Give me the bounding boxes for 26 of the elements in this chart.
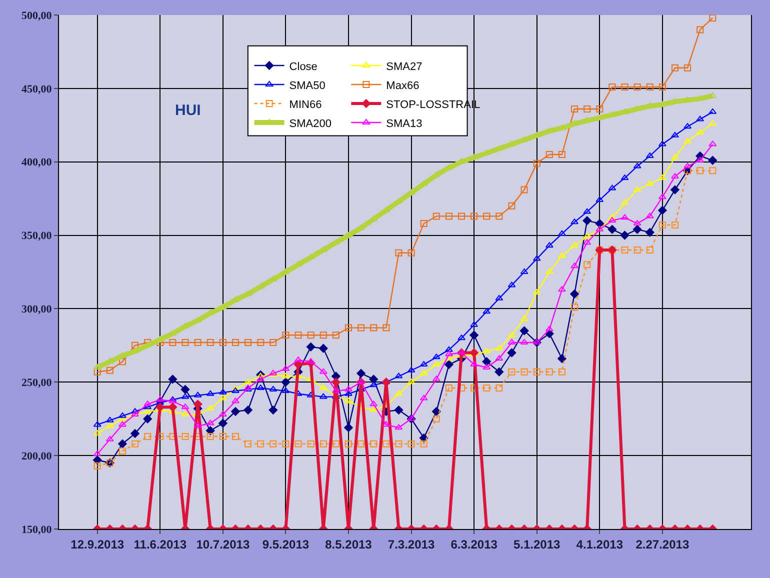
legend-label: Close xyxy=(289,60,318,73)
x-tick-label: 4.1.2013 xyxy=(576,537,624,552)
x-tick-label: 12.9.2013 xyxy=(70,537,124,552)
legend-label: SMA50 xyxy=(289,80,326,92)
x-tick-label: 11.6.2013 xyxy=(134,537,187,552)
legend-label: SMA13 xyxy=(386,118,422,130)
y-tick-label: 500,00 xyxy=(22,10,52,22)
annotation: HUI xyxy=(175,102,201,119)
y-tick-label: 300,00 xyxy=(22,304,52,316)
legend-label: Max66 xyxy=(386,80,420,92)
legend-label: SMA200 xyxy=(289,118,332,130)
y-tick-label: 150,00 xyxy=(22,524,52,536)
x-tick-label: 9.5.2013 xyxy=(262,537,310,552)
y-tick-label: 350,00 xyxy=(22,230,52,242)
x-tick-label: 8.5.2013 xyxy=(325,537,372,552)
y-tick-label: 400,00 xyxy=(22,156,52,169)
x-tick-label: 7.3.2013 xyxy=(388,537,435,552)
legend-label: MIN66 xyxy=(289,98,322,111)
y-tick-label: 200,00 xyxy=(22,450,52,462)
x-tick-label: 5.1.2013 xyxy=(513,537,561,552)
x-tick-label: 10.7.2013 xyxy=(196,537,250,552)
x-tick-label: 6.3.2013 xyxy=(450,537,498,552)
x-tick-label: 2.27.2013 xyxy=(636,537,690,552)
legend-label: SMA27 xyxy=(386,60,422,73)
y-tick-label: 250,00 xyxy=(22,376,52,389)
y-tick-label: 450,00 xyxy=(22,83,52,96)
